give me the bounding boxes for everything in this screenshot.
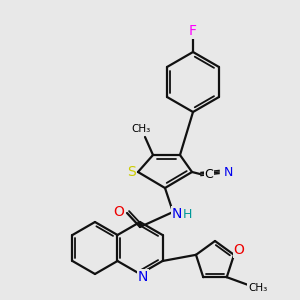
Text: CH₃: CH₃ [248,283,267,293]
Text: C: C [205,167,213,181]
Text: N: N [138,270,148,284]
Text: F: F [189,24,197,38]
Text: H: H [182,208,192,220]
Text: O: O [234,243,244,257]
Text: CH₃: CH₃ [131,124,151,134]
Text: S: S [127,165,135,179]
Text: N: N [223,167,233,179]
Text: O: O [114,205,124,219]
Text: N: N [172,207,182,221]
